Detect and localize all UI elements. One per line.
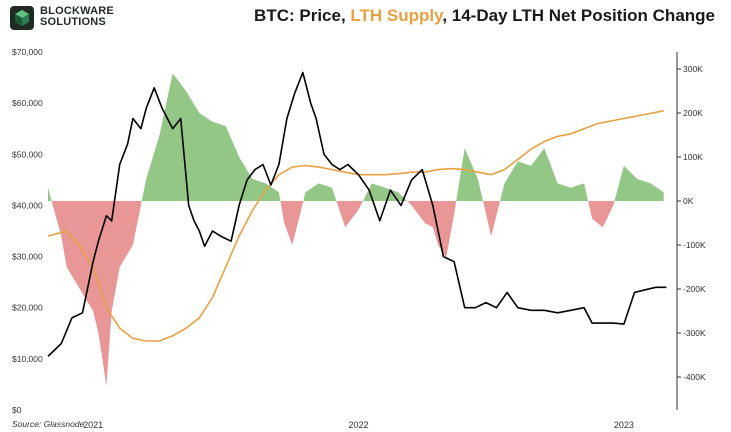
left-tick-label: $30,000 (12, 252, 43, 262)
right-tick-label: 200K (683, 108, 703, 118)
left-tick-label: $60,000 (12, 98, 43, 108)
left-tick-label: $50,000 (12, 149, 43, 159)
logo-line2: SOLUTIONS (40, 16, 106, 28)
right-tick-label: -400K (683, 372, 706, 382)
right-tick-label: 0K (683, 196, 694, 206)
right-tick-label: -100K (683, 240, 706, 250)
logo-mark-icon (10, 6, 34, 30)
x-tick-label: 2023 (614, 420, 634, 430)
x-tick-label: 2022 (349, 420, 369, 430)
right-tick-label: -200K (683, 284, 706, 294)
title-suffix: , 14-Day LTH Net Position Change (442, 6, 715, 25)
left-tick-label: $20,000 (12, 303, 43, 313)
left-tick-label: $10,000 (12, 354, 43, 364)
left-tick-label: $40,000 (12, 200, 43, 210)
btc-price-line (47, 71, 667, 357)
lth-supply-line (47, 110, 664, 342)
title-accent: LTH Supply (350, 6, 443, 25)
right-tick-label: -300K (683, 328, 706, 338)
chart-title: BTC: Price, LTH Supply, 14-Day LTH Net P… (254, 6, 715, 26)
source-note: Source: Glassnode (12, 419, 85, 429)
x-tick-label: 2021 (83, 420, 103, 430)
net-position-negative-area (48, 201, 664, 386)
logo-line1: BLOCKWARE (40, 5, 114, 17)
title-prefix: BTC: Price, (254, 6, 351, 25)
right-tick-label: 300K (683, 64, 703, 74)
net-position-positive-area (48, 73, 664, 201)
right-tick-label: 100K (683, 152, 703, 162)
left-tick-label: $70,000 (12, 47, 43, 57)
cube-icon (15, 10, 29, 26)
blockware-logo: BLOCKWARE SOLUTIONS (10, 5, 114, 33)
logo-text: BLOCKWARE SOLUTIONS (40, 6, 114, 28)
left-tick-label: $0 (12, 405, 22, 415)
